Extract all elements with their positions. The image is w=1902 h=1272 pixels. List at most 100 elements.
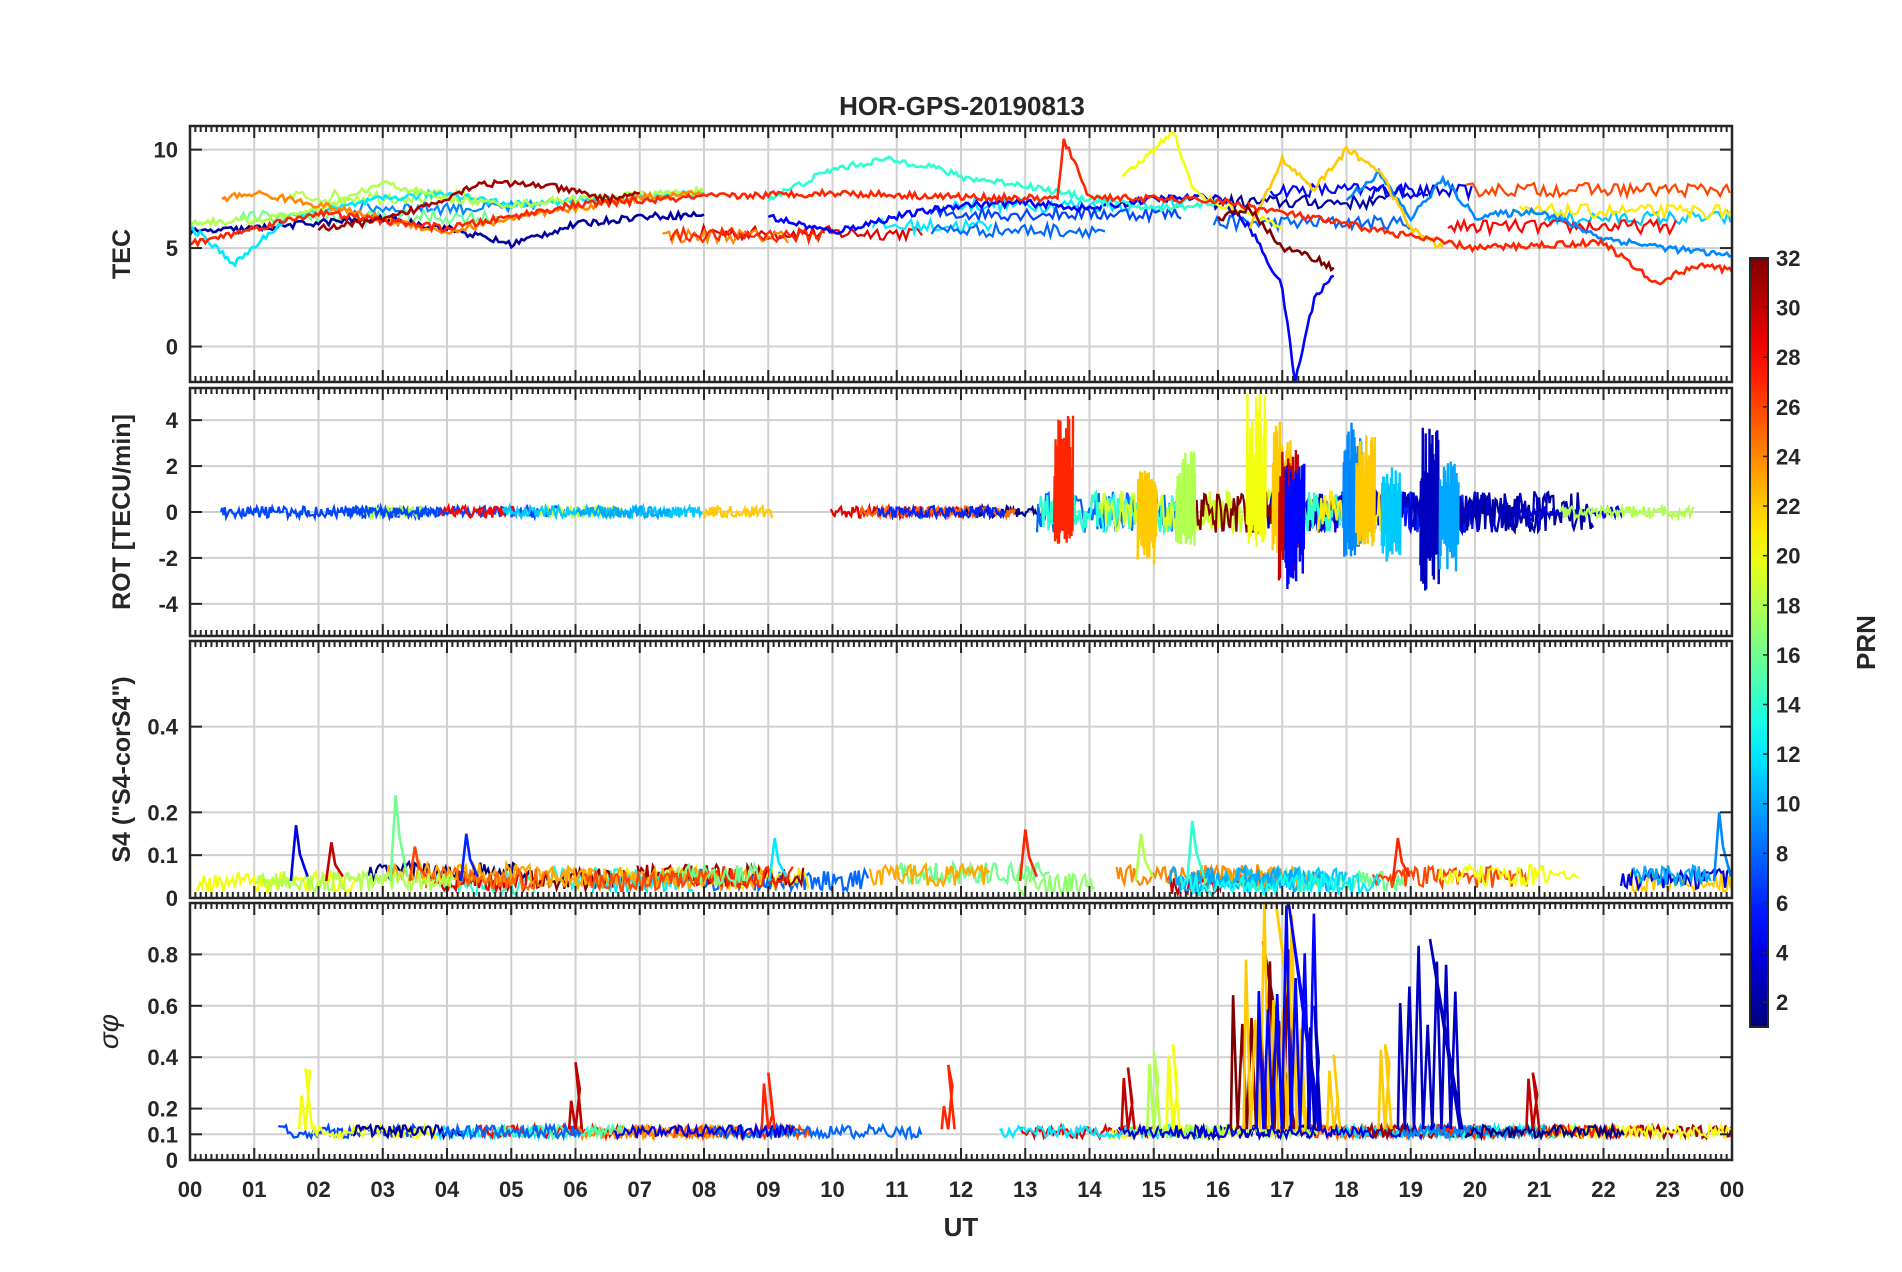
tec-trace	[871, 216, 993, 238]
x-tick-label: 10	[820, 1177, 844, 1202]
y-tick-label: 2	[166, 454, 178, 479]
x-tick-label: 14	[1077, 1177, 1102, 1202]
sigma-peak-prn-3	[1396, 938, 1464, 1130]
s4-peak-prn-9	[1712, 812, 1732, 881]
y-axis-label: ROT [TECU/min]	[108, 414, 136, 610]
sigma-trace	[1125, 1121, 1319, 1142]
tec-trace	[1269, 181, 1429, 200]
s4-trace	[1371, 864, 1529, 891]
colorbar-tick-label: 18	[1776, 593, 1800, 618]
s4-peak-prn-27	[1018, 829, 1039, 882]
s4-trace	[545, 865, 766, 894]
colorbar-tick-label: 32	[1776, 246, 1800, 271]
x-tick-label: 17	[1270, 1177, 1294, 1202]
rot-spike-prn-18	[1175, 451, 1197, 546]
colorbar-tick-label: 10	[1776, 792, 1800, 817]
x-tick-label: 21	[1527, 1177, 1551, 1202]
tec-series-prn-24	[221, 189, 705, 235]
y-tick-label: 5	[166, 236, 178, 261]
y-axis-label: TEC	[108, 229, 136, 279]
sigma-trace	[1544, 1121, 1732, 1142]
rot-spike-prn-3	[1419, 427, 1441, 591]
sigma-peak-prn-20	[297, 1068, 314, 1130]
x-tick-label: 00	[1720, 1177, 1744, 1202]
sigma-trace	[492, 1122, 628, 1142]
x-tick-label: 04	[435, 1177, 460, 1202]
sigma-trace	[613, 1122, 796, 1142]
s4-trace	[1179, 872, 1338, 898]
colorbar-tick-label: 20	[1776, 544, 1800, 569]
x-tick-label: 18	[1334, 1177, 1358, 1202]
y-tick-label: 0.4	[147, 1045, 178, 1070]
rot-spike-prn-20	[1245, 393, 1267, 547]
x-tick-label: 09	[756, 1177, 780, 1202]
rot-trace	[219, 502, 444, 522]
s4-peak-prn-18	[1134, 833, 1154, 882]
tec-trace	[1211, 192, 1387, 212]
colorbar-tick-label: 26	[1776, 395, 1800, 420]
x-tick-label: 23	[1656, 1177, 1680, 1202]
sigma-peak-prn-20	[1165, 1044, 1181, 1130]
sigma-peak-prn-30	[567, 1062, 584, 1130]
y-tick-label: 0	[166, 500, 178, 525]
y-tick-label: -2	[158, 546, 178, 571]
sigma-peak-prn-22	[1377, 1044, 1393, 1130]
s4-trace	[868, 861, 991, 888]
tec-trace	[1518, 201, 1732, 221]
s4-trace	[1437, 862, 1580, 889]
y-tick-label: 0.1	[147, 1122, 178, 1147]
colorbar-label: PRN	[1851, 615, 1881, 670]
panel-1: 0 5 10 TEC	[108, 124, 1734, 384]
colorbar-tick-label: 30	[1776, 296, 1800, 321]
tec-series-prn-22	[1248, 145, 1445, 249]
x-tick-label: 12	[949, 1177, 973, 1202]
rot-spike-prn-10	[1438, 461, 1460, 572]
sigma-peak-prn-30	[1120, 1067, 1136, 1130]
tec-trace	[930, 220, 1106, 241]
panel-4: 00.10.2 0.4 0.6 0.8 σφ	[93, 901, 1734, 1173]
tec-trace	[929, 203, 1182, 225]
tec-trace	[1212, 214, 1411, 234]
colorbar-tick-label: 12	[1776, 742, 1800, 767]
sigma-peak-prn-27	[760, 1072, 776, 1130]
x-tick-label: 08	[692, 1177, 716, 1202]
tec-series-prn-31	[317, 178, 640, 232]
sigma-peak-prn-30	[1525, 1072, 1541, 1130]
tec-series-prn-14	[767, 155, 1219, 213]
x-tick-label: 19	[1399, 1177, 1423, 1202]
s4-trace	[1016, 871, 1096, 898]
x-tick-label: 16	[1206, 1177, 1230, 1202]
rot-spike-prn-22	[1354, 435, 1377, 547]
s4-peak-prn-6	[459, 833, 479, 882]
s4-trace	[583, 868, 709, 893]
x-tick-label: 02	[306, 1177, 330, 1202]
sigma-trace	[1464, 1121, 1625, 1142]
rot-trace	[877, 503, 1006, 521]
colorbar-tick-label: 2	[1776, 990, 1788, 1015]
y-tick-label: 10	[154, 138, 178, 163]
colorbar-tick-label: 24	[1776, 444, 1801, 469]
s4-peak-prn-27	[1391, 837, 1411, 882]
y-axis-label: S4 ("S4-corS4")	[108, 676, 136, 862]
tec-trace	[1466, 181, 1731, 201]
colorbar-tick-label: 22	[1776, 494, 1800, 519]
rot-spike-prn-5	[1284, 463, 1306, 590]
s4-trace	[1632, 863, 1712, 888]
panel-2: -4 -2 0 2 4 ROT [TECU/min]	[108, 386, 1734, 638]
rot-spike-prn-27	[1053, 415, 1075, 544]
x-tick-label: 06	[563, 1177, 587, 1202]
colorbar-tick-label: 16	[1776, 643, 1800, 668]
y-tick-label: 0.6	[147, 994, 178, 1019]
rot-trace	[1559, 502, 1695, 522]
x-tick-label: 05	[499, 1177, 523, 1202]
tec-series-prn-9	[1345, 167, 1732, 258]
sigma-trace	[706, 1122, 923, 1142]
y-tick-label: 4	[166, 408, 179, 433]
sigma-peak-prn-22	[1325, 1054, 1342, 1130]
x-tick-label: 07	[628, 1177, 652, 1202]
tec-series-prn-27	[190, 138, 1732, 286]
tec-trace	[669, 224, 826, 246]
x-tick-label: 15	[1142, 1177, 1166, 1202]
y-axis-label: σφ	[93, 1014, 124, 1049]
s4-peak-prn-26	[408, 846, 428, 882]
